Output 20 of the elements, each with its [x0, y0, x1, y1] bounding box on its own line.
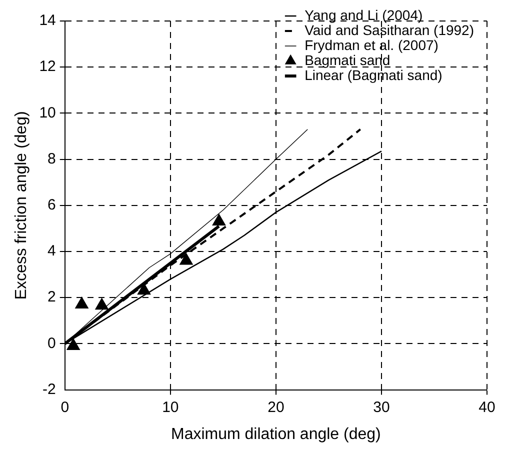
y-tick-label: 2 [48, 288, 56, 306]
x-tick-label: 30 [373, 398, 390, 416]
y-tick-label: 12 [39, 58, 56, 76]
x-tick-label: 40 [478, 398, 496, 416]
legend-label: Vaid and Sasitharan (1992) [304, 22, 474, 38]
legend-label: Bagmati sand [304, 52, 390, 68]
y-axis-title: Excess friction angle (deg) [13, 111, 30, 300]
y-tick-label: 8 [48, 150, 56, 168]
legend-label: Yang and Li (2004) [304, 6, 423, 23]
y-tick-label: 6 [48, 196, 56, 214]
x-tick-label: 10 [162, 398, 179, 416]
y-tick-label: 14 [39, 12, 56, 30]
y-tick-label: 4 [48, 242, 56, 260]
y-tick-label: 0 [48, 334, 56, 352]
x-tick-label: 20 [268, 398, 284, 416]
legend-label: Linear (Bagmati sand) [304, 66, 442, 83]
x-axis-title: Maximum dilation angle (deg) [171, 426, 381, 443]
y-tick-label: 10 [39, 104, 56, 122]
x-tick-label: 0 [60, 398, 70, 416]
y-tick-label: -2 [42, 380, 56, 398]
